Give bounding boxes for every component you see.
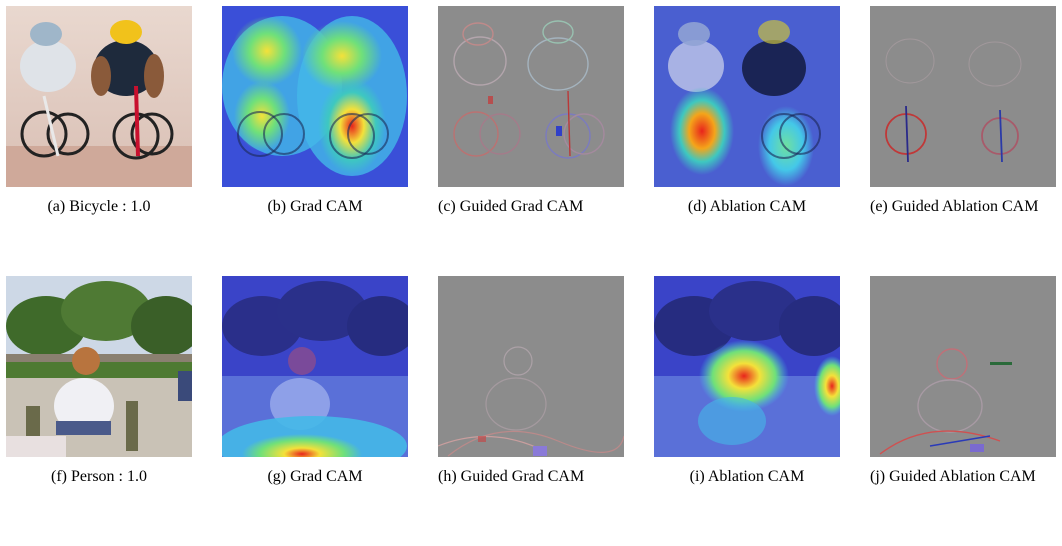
- caption-h: (h) Guided Grad CAM: [438, 468, 585, 485]
- caption-g: (g) Grad CAM: [267, 468, 363, 485]
- row-person: (f) Person : 1.0: [6, 276, 1056, 546]
- bicycle-original-image: [6, 6, 192, 187]
- caption-c: (c) Guided Grad CAM: [438, 198, 584, 215]
- caption-b: (b) Grad CAM: [267, 198, 363, 215]
- panel-b: (b) Grad CAM: [222, 6, 408, 217]
- bicycle-guided-grad-cam-image: [438, 6, 624, 187]
- caption-i: (i) Ablation CAM: [689, 468, 805, 485]
- panel-d: (d) Ablation CAM: [654, 6, 840, 217]
- person-guided-grad-cam-image: [438, 276, 624, 457]
- panel-g: (g) Grad CAM: [222, 276, 408, 487]
- person-guided-ablation-cam-image: [870, 276, 1056, 457]
- person-grad-cam-image: [222, 276, 408, 457]
- caption-a: (a) Bicycle : 1.0: [47, 198, 151, 215]
- row-bicycle: (a) Bicycle : 1.0: [6, 6, 1056, 276]
- panel-f: (f) Person : 1.0: [6, 276, 192, 487]
- panel-c: (c) Guided Grad CAM: [438, 6, 624, 217]
- caption-f: (f) Person : 1.0: [51, 468, 147, 485]
- panel-e: (e) Guided Ablation CAM: [870, 6, 1056, 217]
- panel-j: (j) Guided Ablation CAM: [870, 276, 1056, 487]
- figure-grid: (a) Bicycle : 1.0: [6, 6, 1056, 546]
- panel-i: (i) Ablation CAM: [654, 276, 840, 487]
- bicycle-guided-ablation-cam-image: [870, 6, 1056, 187]
- bicycle-ablation-cam-image: [654, 6, 840, 187]
- caption-d: (d) Ablation CAM: [687, 198, 807, 215]
- caption-e: (e) Guided Ablation CAM: [870, 198, 1039, 215]
- caption-j: (j) Guided Ablation CAM: [870, 468, 1036, 485]
- panel-a: (a) Bicycle : 1.0: [6, 6, 192, 217]
- bicycle-grad-cam-image: [222, 6, 408, 187]
- panel-h: (h) Guided Grad CAM: [438, 276, 624, 487]
- person-ablation-cam-image: [654, 276, 840, 457]
- person-original-image: [6, 276, 192, 457]
